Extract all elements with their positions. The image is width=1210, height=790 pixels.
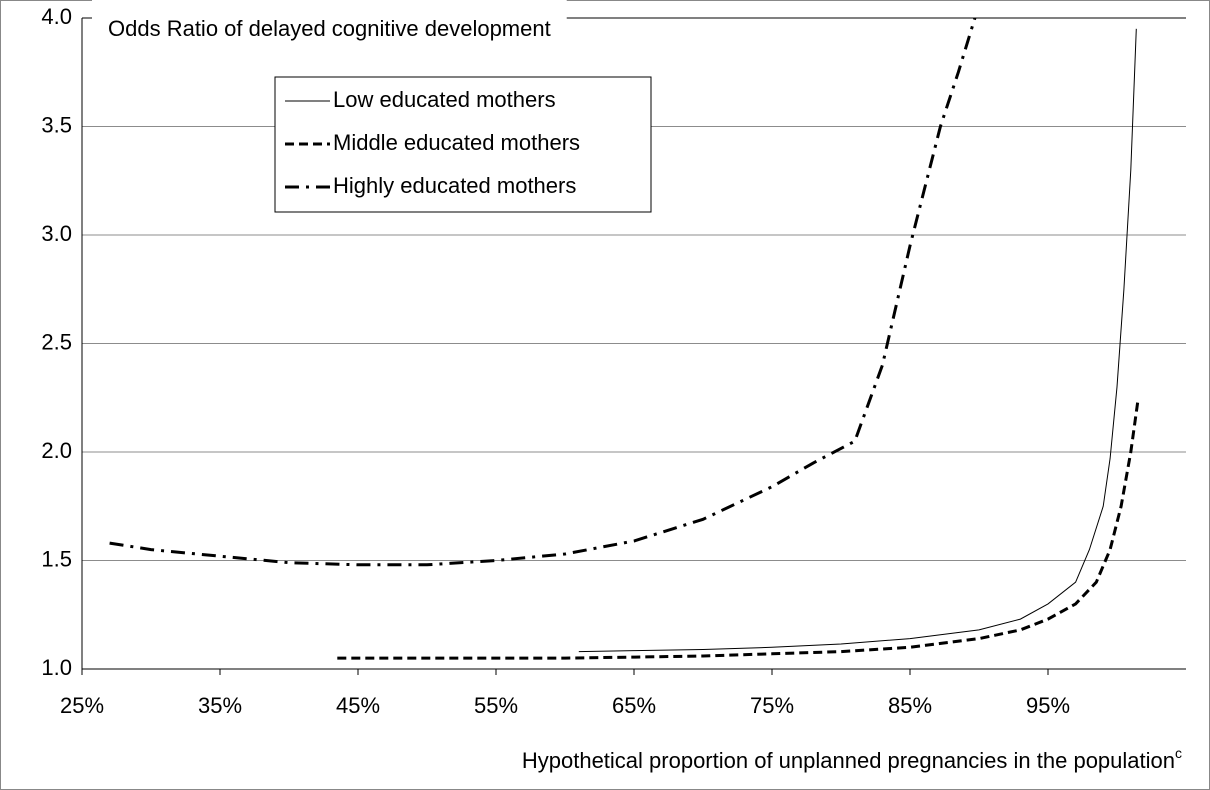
y-tick-label: 1.0 [41, 655, 72, 680]
title-group: Odds Ratio of delayed cognitive developm… [92, 0, 567, 45]
legend-label: Middle educated mothers [333, 130, 580, 155]
legend-box [274, 76, 652, 213]
legend-label: Highly educated mothers [333, 173, 576, 198]
x-axis-label-text: Hypothetical proportion of unplanned pre… [522, 748, 1175, 773]
y-tick-label: 4.0 [41, 4, 72, 29]
series-line [578, 28, 1137, 653]
y-tick-label: 1.5 [41, 546, 72, 571]
x-tick-label: 85% [888, 693, 932, 718]
x-tick-label: 65% [612, 693, 656, 718]
x-tick-label: 75% [750, 693, 794, 718]
y-tick-label: 3.0 [41, 221, 72, 246]
x-tick-label: 35% [198, 693, 242, 718]
chart-title: Odds Ratio of delayed cognitive developm… [108, 16, 551, 41]
legend: Low educated mothers Middle educated moth… [274, 76, 652, 213]
x-tick-label: 95% [1026, 693, 1070, 718]
x-tick-label: 45% [336, 693, 380, 718]
series-line [109, 17, 977, 567]
y-tick-label: 2.5 [41, 329, 72, 354]
x-axis-label: Hypothetical proportion of unplanned pre… [522, 745, 1182, 773]
y-tick-label: 2.0 [41, 438, 72, 463]
y-tick-label: 3.5 [41, 112, 72, 137]
series-line [337, 401, 1140, 660]
legend-label: Low educated mothers [333, 87, 556, 112]
title-bg [92, 0, 567, 45]
x-axis-label-superscript: c [1175, 745, 1182, 761]
x-tick-label: 25% [60, 693, 104, 718]
x-tick-label: 55% [474, 693, 518, 718]
